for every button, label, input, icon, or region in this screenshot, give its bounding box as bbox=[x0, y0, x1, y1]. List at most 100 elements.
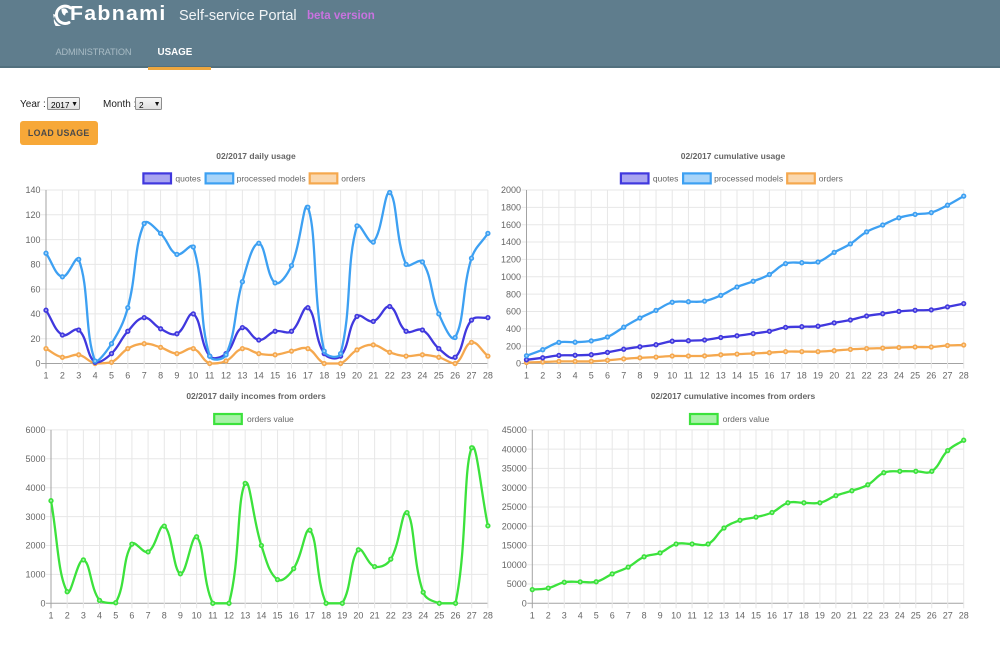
svg-text:2000: 2000 bbox=[501, 185, 521, 195]
svg-text:17: 17 bbox=[783, 610, 793, 620]
svg-text:600: 600 bbox=[506, 307, 521, 317]
svg-text:23: 23 bbox=[878, 371, 888, 381]
svg-text:9: 9 bbox=[174, 371, 179, 381]
svg-text:10: 10 bbox=[192, 610, 202, 620]
svg-text:27: 27 bbox=[467, 610, 477, 620]
svg-text:1000: 1000 bbox=[25, 570, 45, 580]
svg-text:11: 11 bbox=[684, 371, 693, 381]
svg-text:0: 0 bbox=[40, 599, 45, 609]
svg-text:22: 22 bbox=[385, 371, 395, 381]
svg-text:orders value: orders value bbox=[723, 414, 770, 424]
svg-text:10: 10 bbox=[671, 610, 681, 620]
svg-text:16: 16 bbox=[286, 371, 296, 381]
svg-text:02/2017 daily usage: 02/2017 daily usage bbox=[216, 151, 296, 161]
svg-text:19: 19 bbox=[813, 371, 823, 381]
svg-text:26: 26 bbox=[926, 371, 936, 381]
svg-text:5: 5 bbox=[589, 371, 594, 381]
svg-text:1: 1 bbox=[524, 371, 529, 381]
svg-text:1400: 1400 bbox=[501, 237, 521, 247]
svg-text:9: 9 bbox=[178, 610, 183, 620]
svg-text:8: 8 bbox=[158, 371, 163, 381]
svg-text:20: 20 bbox=[30, 334, 40, 344]
svg-text:22: 22 bbox=[386, 610, 396, 620]
svg-text:14: 14 bbox=[735, 610, 745, 620]
svg-text:21: 21 bbox=[370, 610, 380, 620]
svg-text:13: 13 bbox=[719, 610, 729, 620]
svg-text:7: 7 bbox=[626, 610, 631, 620]
svg-text:18: 18 bbox=[321, 610, 331, 620]
svg-text:02/2017 cumulative usage: 02/2017 cumulative usage bbox=[681, 151, 786, 161]
svg-text:27: 27 bbox=[943, 610, 953, 620]
svg-text:quotes: quotes bbox=[653, 173, 679, 183]
svg-text:20: 20 bbox=[353, 610, 363, 620]
svg-text:4: 4 bbox=[573, 371, 578, 381]
svg-text:12: 12 bbox=[703, 610, 713, 620]
svg-text:1800: 1800 bbox=[501, 203, 521, 213]
svg-text:10: 10 bbox=[667, 371, 677, 381]
svg-text:3: 3 bbox=[556, 371, 561, 381]
svg-text:14: 14 bbox=[732, 371, 742, 381]
svg-text:26: 26 bbox=[450, 371, 460, 381]
svg-text:2: 2 bbox=[546, 610, 551, 620]
svg-text:35000: 35000 bbox=[502, 464, 527, 474]
svg-text:20: 20 bbox=[352, 371, 362, 381]
svg-text:24: 24 bbox=[417, 371, 427, 381]
svg-text:21: 21 bbox=[368, 371, 378, 381]
svg-text:7: 7 bbox=[621, 371, 626, 381]
svg-text:15: 15 bbox=[270, 371, 280, 381]
svg-text:9: 9 bbox=[653, 371, 658, 381]
svg-text:14: 14 bbox=[256, 610, 266, 620]
svg-text:23: 23 bbox=[401, 371, 411, 381]
svg-text:20: 20 bbox=[831, 610, 841, 620]
svg-text:1: 1 bbox=[43, 371, 48, 381]
svg-text:1200: 1200 bbox=[501, 255, 521, 265]
svg-text:11: 11 bbox=[205, 371, 214, 381]
svg-text:25: 25 bbox=[910, 371, 920, 381]
svg-text:24: 24 bbox=[894, 371, 904, 381]
svg-text:14: 14 bbox=[254, 371, 264, 381]
svg-text:30000: 30000 bbox=[502, 483, 527, 493]
svg-text:2: 2 bbox=[60, 371, 65, 381]
svg-text:orders value: orders value bbox=[247, 414, 294, 424]
svg-text:1000: 1000 bbox=[501, 272, 521, 282]
svg-text:2: 2 bbox=[540, 371, 545, 381]
svg-text:1600: 1600 bbox=[501, 220, 521, 230]
svg-text:45000: 45000 bbox=[502, 425, 527, 435]
svg-text:4000: 4000 bbox=[25, 483, 45, 493]
svg-text:02/2017 cumulative incomes fro: 02/2017 cumulative incomes from orders bbox=[651, 391, 816, 401]
svg-text:processed models: processed models bbox=[237, 173, 306, 183]
svg-text:3: 3 bbox=[81, 610, 86, 620]
svg-text:18: 18 bbox=[319, 371, 329, 381]
svg-text:19: 19 bbox=[336, 371, 346, 381]
svg-text:23: 23 bbox=[879, 610, 889, 620]
svg-text:6: 6 bbox=[605, 371, 610, 381]
svg-text:13: 13 bbox=[716, 371, 726, 381]
svg-text:4: 4 bbox=[93, 371, 98, 381]
svg-text:5: 5 bbox=[109, 371, 114, 381]
svg-text:20: 20 bbox=[829, 371, 839, 381]
svg-text:8: 8 bbox=[637, 371, 642, 381]
svg-text:28: 28 bbox=[959, 371, 969, 381]
svg-text:15: 15 bbox=[751, 610, 761, 620]
svg-text:200: 200 bbox=[506, 341, 521, 351]
svg-text:17: 17 bbox=[303, 371, 313, 381]
svg-text:400: 400 bbox=[506, 324, 521, 334]
svg-text:20000: 20000 bbox=[502, 521, 527, 531]
svg-text:12: 12 bbox=[221, 371, 231, 381]
svg-text:1: 1 bbox=[48, 610, 53, 620]
svg-text:120: 120 bbox=[25, 210, 40, 220]
svg-text:quotes: quotes bbox=[175, 173, 201, 183]
svg-text:12: 12 bbox=[224, 610, 234, 620]
svg-text:28: 28 bbox=[483, 610, 493, 620]
svg-text:100: 100 bbox=[25, 235, 40, 245]
svg-text:26: 26 bbox=[450, 610, 460, 620]
svg-text:3000: 3000 bbox=[25, 512, 45, 522]
svg-text:5000: 5000 bbox=[25, 454, 45, 464]
svg-text:4: 4 bbox=[578, 610, 583, 620]
svg-text:5: 5 bbox=[113, 610, 118, 620]
svg-text:18: 18 bbox=[799, 610, 809, 620]
svg-text:28: 28 bbox=[483, 371, 493, 381]
svg-text:0: 0 bbox=[35, 359, 40, 369]
svg-text:orders: orders bbox=[819, 173, 843, 183]
svg-text:12: 12 bbox=[700, 371, 710, 381]
